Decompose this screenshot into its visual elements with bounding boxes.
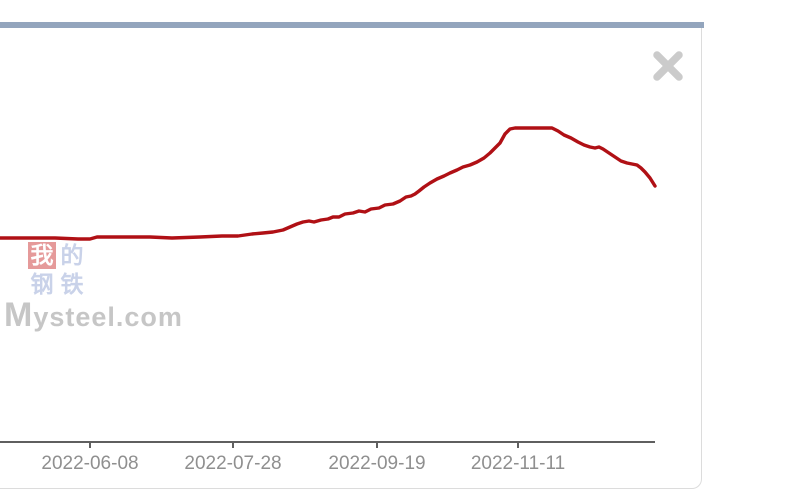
price-line [0,126,657,241]
x-tick-label: 2022-06-08 [41,453,138,474]
x-tick-label: 2022-11-11 [471,453,565,474]
x-tick-label: 2022-07-28 [184,453,281,474]
x-tick-label: 2022-09-19 [328,453,425,474]
close-button[interactable] [648,46,688,86]
panel-top-accent-bar [0,22,704,28]
chart-panel [0,28,702,489]
close-icon [653,51,683,81]
